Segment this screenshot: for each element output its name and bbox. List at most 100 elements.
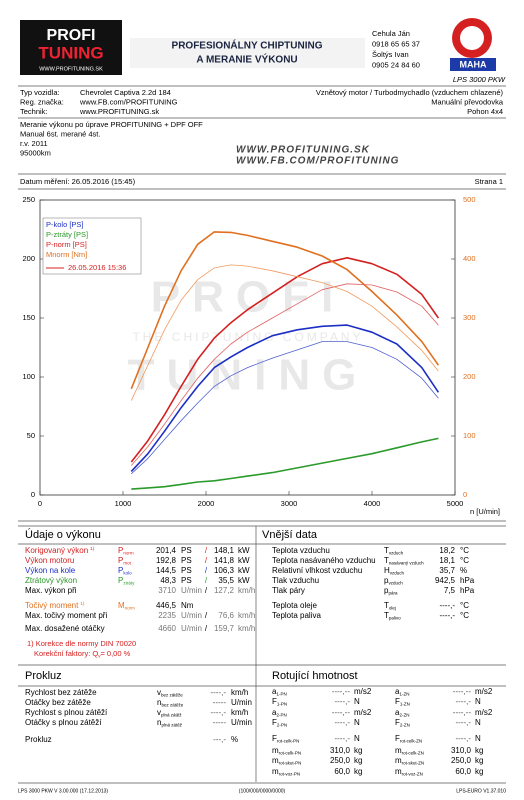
unit: kW xyxy=(238,576,250,585)
row-label: Teplota nasávaného vzduchu xyxy=(272,556,376,565)
section-title: Údaje o výkonu xyxy=(25,528,101,541)
legend-entry: P-ztráty [PS] xyxy=(46,230,88,239)
contact: Cehula Ján xyxy=(372,29,410,38)
symbol-subscript: vzduch xyxy=(390,571,405,576)
symbol: m xyxy=(395,767,402,776)
row-label: Točivý moment xyxy=(25,601,79,610)
unit: % xyxy=(460,566,467,575)
row-label: Teplota vzduchu xyxy=(272,546,330,555)
series-line xyxy=(131,437,439,490)
value: 3710 xyxy=(158,586,176,595)
series-line xyxy=(130,264,439,401)
symbol-subscript: olej xyxy=(389,606,396,611)
unit: PS xyxy=(181,556,192,565)
footer: LPS 3000 PKW V 3.00.000 (17.12.2013) xyxy=(18,788,108,794)
value: 159,7 xyxy=(214,624,235,633)
unit: N xyxy=(354,718,360,727)
maha-logo: MAHA xyxy=(460,59,487,69)
symbol: F xyxy=(395,718,400,727)
legend-entry: Mnorm [Nm] xyxy=(46,250,87,259)
unit: N xyxy=(475,718,481,727)
unit: kg xyxy=(354,756,362,765)
maha-ring-inner xyxy=(460,26,484,50)
symbol-subscript: 1-ZN xyxy=(400,702,410,707)
value: ---,- xyxy=(213,735,226,744)
symbol-subscript: bez zátěže xyxy=(161,703,183,708)
watermark: THE CHIPTUNING COMPANY xyxy=(132,330,363,344)
unit: °C xyxy=(460,601,469,610)
symbol-subscript: mot xyxy=(123,561,131,566)
unit: m/s2 xyxy=(475,687,493,696)
symbol-subscript: 1-PN xyxy=(277,702,287,707)
value: 18,2 xyxy=(439,546,455,555)
section-title: Vnější data xyxy=(262,529,318,541)
legend-entry: P-norm [PS] xyxy=(46,240,87,249)
banner-text: A MERANIE VÝKONU xyxy=(196,53,297,66)
watermark: TUNING xyxy=(128,351,369,400)
unit: hPa xyxy=(460,576,475,585)
value: 942,5 xyxy=(435,576,456,585)
value: 201,4 xyxy=(156,546,177,555)
contact: 0918 65 65 37 xyxy=(372,39,420,48)
separator: / xyxy=(205,624,208,633)
footnote: v xyxy=(98,654,101,659)
footnote: 1) Korekce dle normy DIN 70020 xyxy=(27,639,136,648)
symbol: v xyxy=(157,688,161,697)
contact: 0905 24 84 60 xyxy=(372,60,420,69)
text: Datum měření: 26.05.2016 (15:45) xyxy=(20,177,136,186)
symbol: a xyxy=(395,708,400,717)
row-label: Prokluz xyxy=(25,735,52,744)
symbol-subscript: pára xyxy=(388,591,398,596)
logo-url: WWW.PROFITUNING.SK xyxy=(39,66,103,72)
banner-text: PROFESIONÁLNY CHIPTUNING xyxy=(172,39,323,52)
value: 141,8 xyxy=(214,556,235,565)
footnote-mark: 1) xyxy=(80,601,85,606)
symbol-subscript: rot-skut-ZN xyxy=(402,761,425,766)
x-tick-label: 1000 xyxy=(115,499,132,508)
symbol-subscript: rot-voz-PN xyxy=(279,772,301,777)
value: 310,0 xyxy=(330,746,351,755)
footnote-mark: 1) xyxy=(90,546,95,551)
text: r.v. 2011 xyxy=(20,139,48,148)
text: Manuální převodovka xyxy=(431,97,504,106)
footer: (100/000/0000/0000) xyxy=(239,788,286,794)
value: 48,3 xyxy=(160,576,176,585)
unit: kg xyxy=(475,767,483,776)
symbol: a xyxy=(395,687,400,696)
unit: m/s2 xyxy=(354,708,372,717)
row-label: Otáčky s plnou zátěží xyxy=(25,718,102,727)
symbol: P xyxy=(118,566,123,575)
symbol: a xyxy=(272,708,277,717)
unit: kg xyxy=(354,767,362,776)
y2-tick-label: 500 xyxy=(463,195,476,204)
unit: °C xyxy=(460,546,469,555)
x-tick-label: 3000 xyxy=(281,499,298,508)
separator: / xyxy=(205,566,208,575)
separator: / xyxy=(205,586,208,595)
unit: km/h xyxy=(238,586,255,595)
value: 76,6 xyxy=(218,611,234,620)
symbol-subscript: 1-PN xyxy=(276,692,286,697)
symbol-subscript: kolo xyxy=(123,571,132,576)
unit: °C xyxy=(460,556,469,565)
text: Manual 6st. merané 4st. xyxy=(20,129,100,138)
value: 250,0 xyxy=(451,756,472,765)
text: Vznětový motor / Turbodmychadlo (vzduche… xyxy=(316,88,504,97)
unit: kW xyxy=(238,566,250,575)
symbol: m xyxy=(395,746,402,755)
symbol: v xyxy=(157,708,161,717)
row-label: Tlak páry xyxy=(272,586,305,595)
maha-box xyxy=(450,58,496,71)
value: 192,8 xyxy=(156,556,177,565)
unit: N xyxy=(354,734,360,743)
separator: / xyxy=(205,546,208,555)
symbol: n xyxy=(157,698,161,707)
y-tick-label: 150 xyxy=(22,313,35,322)
legend-entry: P-kolo [PS] xyxy=(46,220,84,229)
y-tick-label: 0 xyxy=(31,490,35,499)
value: ----- xyxy=(213,698,227,707)
symbol: H xyxy=(384,566,390,575)
value: ----- xyxy=(213,718,227,727)
symbol: T xyxy=(384,546,389,555)
